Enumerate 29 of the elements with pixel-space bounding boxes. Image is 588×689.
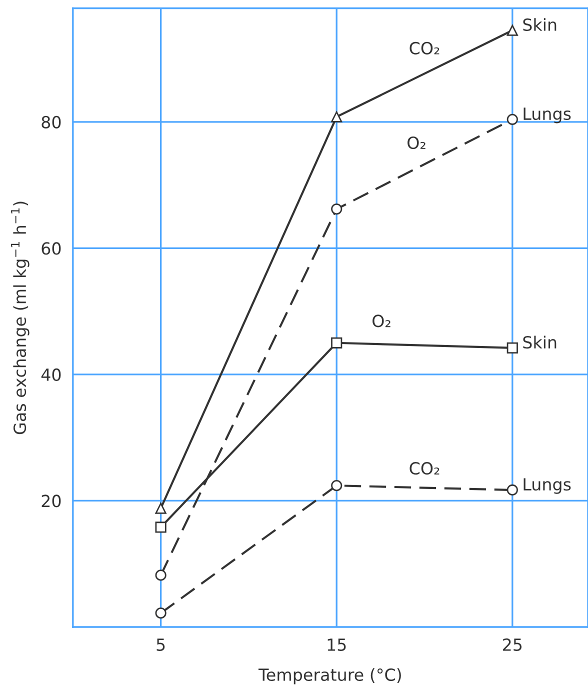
- annotation: Skin: [523, 336, 556, 349]
- point: [331, 337, 342, 348]
- annotation: CO₂: [410, 42, 440, 54]
- x-tick-label: 5: [156, 638, 165, 651]
- annotation: Lungs: [524, 108, 571, 124]
- y-tick-label: 20: [42, 494, 61, 508]
- annotation: CO₂: [410, 462, 440, 475]
- point: [155, 570, 166, 581]
- point: [506, 484, 518, 496]
- point: [155, 502, 166, 514]
- x-tick-label: 15: [328, 638, 346, 651]
- point: [506, 24, 518, 36]
- point: [331, 480, 342, 492]
- annotation: O₂: [372, 314, 390, 328]
- y-axis-title: Gas exchange (ml kg$^{−1}$ h$^{−1}$): [10, 202, 30, 434]
- point: [331, 203, 342, 215]
- annotation: O₂: [408, 136, 426, 150]
- annotation: Skin: [523, 18, 556, 32]
- y-tick-label: 60: [42, 242, 61, 255]
- point: [506, 342, 518, 354]
- point: [155, 608, 166, 619]
- x-axis-title: Temperature (°C): [258, 668, 401, 684]
- point: [506, 114, 518, 125]
- y-tick-label: 40: [41, 368, 61, 382]
- point: [155, 522, 166, 533]
- annotation: Lungs: [524, 478, 571, 494]
- point: [331, 111, 342, 122]
- y-tick-label: 80: [42, 116, 61, 128]
- x-tick-label: 25: [503, 638, 522, 651]
